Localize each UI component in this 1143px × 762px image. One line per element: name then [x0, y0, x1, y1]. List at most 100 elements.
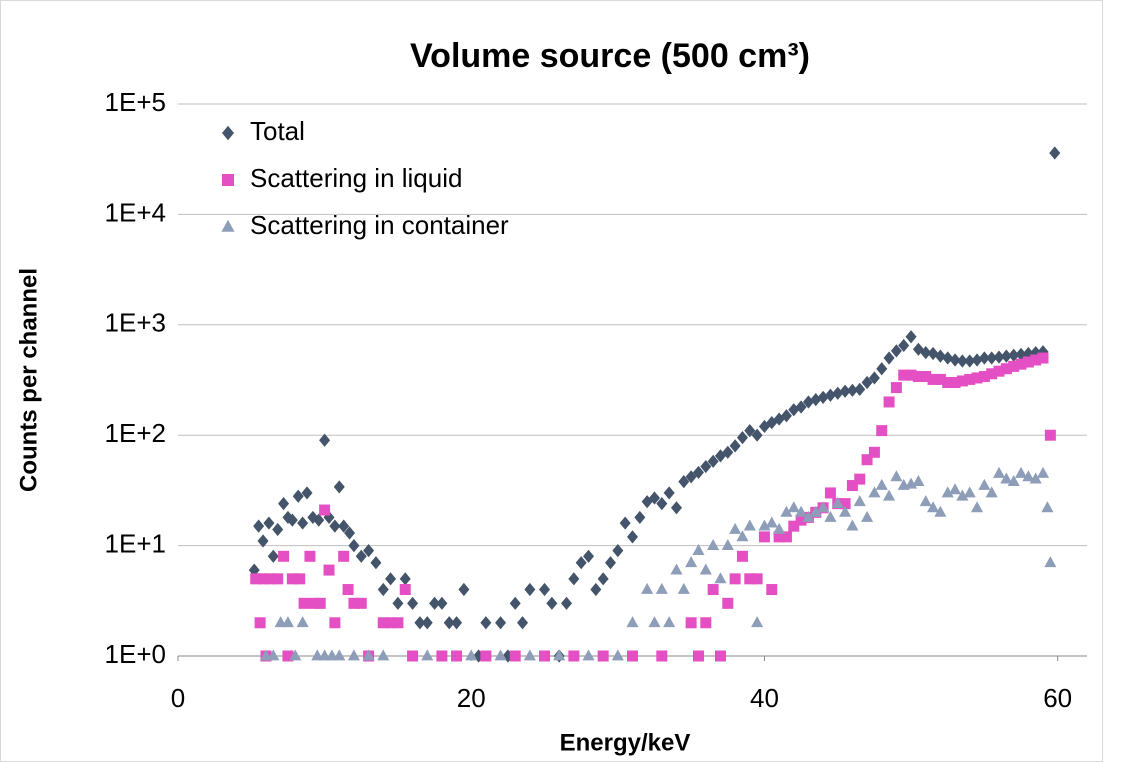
- point: [729, 573, 741, 585]
- point: [1030, 354, 1042, 366]
- y-tick-label: 1E+4: [105, 197, 166, 227]
- point: [583, 549, 595, 563]
- point: [443, 616, 455, 630]
- point: [399, 572, 411, 586]
- point: [956, 354, 968, 368]
- point: [949, 377, 961, 389]
- legend-label: Scattering in liquid: [250, 163, 462, 193]
- point: [648, 616, 661, 628]
- point: [407, 596, 419, 610]
- legend-marker: [222, 125, 234, 141]
- point: [802, 510, 815, 522]
- point: [986, 351, 998, 365]
- point: [876, 362, 888, 376]
- point: [254, 617, 266, 629]
- point: [436, 650, 448, 662]
- point: [868, 486, 881, 498]
- point: [787, 501, 800, 513]
- point: [831, 497, 844, 509]
- point: [370, 556, 382, 570]
- point: [292, 489, 304, 503]
- point: [655, 582, 668, 594]
- point: [817, 390, 829, 404]
- point: [495, 616, 507, 630]
- point: [927, 501, 940, 513]
- point: [267, 649, 280, 661]
- point: [590, 582, 602, 597]
- point: [385, 617, 397, 629]
- point: [1022, 470, 1035, 482]
- point: [294, 573, 306, 585]
- point: [700, 459, 712, 474]
- point: [267, 549, 279, 563]
- point: [355, 597, 367, 609]
- point: [692, 465, 704, 480]
- point: [1015, 347, 1027, 361]
- point: [853, 495, 866, 507]
- point: [348, 539, 360, 553]
- point: [561, 596, 573, 610]
- point: [407, 650, 419, 662]
- point: [795, 400, 807, 414]
- point: [824, 487, 836, 499]
- point: [307, 510, 319, 525]
- point: [313, 513, 325, 527]
- point: [846, 383, 858, 397]
- point: [333, 649, 346, 661]
- point: [751, 428, 763, 442]
- point: [927, 346, 939, 361]
- legend-marker: [222, 174, 234, 186]
- point: [597, 572, 609, 586]
- point: [429, 596, 441, 610]
- point: [314, 597, 326, 609]
- point: [824, 388, 836, 402]
- chart-title: Volume source (500 cm³): [410, 37, 810, 75]
- point: [912, 371, 924, 383]
- point: [956, 489, 969, 501]
- point: [377, 649, 390, 661]
- point: [729, 439, 741, 453]
- point: [839, 384, 851, 398]
- point: [677, 582, 690, 594]
- point: [263, 516, 275, 530]
- point: [494, 649, 507, 661]
- point: [1044, 429, 1056, 441]
- point: [451, 616, 463, 630]
- point: [1000, 472, 1013, 484]
- point: [773, 522, 786, 534]
- point: [964, 354, 976, 368]
- point: [985, 486, 998, 498]
- point: [553, 649, 566, 661]
- point: [1049, 146, 1061, 160]
- point: [458, 582, 470, 597]
- point: [436, 596, 448, 610]
- point: [626, 616, 639, 628]
- point: [941, 486, 954, 498]
- point: [250, 573, 262, 585]
- point: [736, 550, 748, 562]
- point: [714, 572, 727, 584]
- point: [795, 514, 807, 526]
- point: [810, 393, 822, 407]
- point: [539, 650, 551, 662]
- point: [329, 519, 341, 533]
- point: [641, 582, 654, 594]
- point: [663, 616, 676, 628]
- point: [920, 346, 932, 360]
- point: [942, 377, 954, 389]
- point: [421, 616, 433, 630]
- x-tick-label: 20: [457, 683, 486, 713]
- point: [912, 474, 925, 486]
- point: [385, 572, 397, 586]
- point: [523, 649, 536, 661]
- point: [377, 617, 389, 629]
- point: [722, 445, 734, 459]
- point: [465, 649, 478, 661]
- point: [788, 403, 800, 417]
- point: [868, 371, 880, 385]
- point: [568, 650, 580, 662]
- legend-label: Total: [250, 116, 305, 146]
- point: [257, 534, 269, 548]
- point: [392, 596, 404, 610]
- point: [1022, 356, 1034, 368]
